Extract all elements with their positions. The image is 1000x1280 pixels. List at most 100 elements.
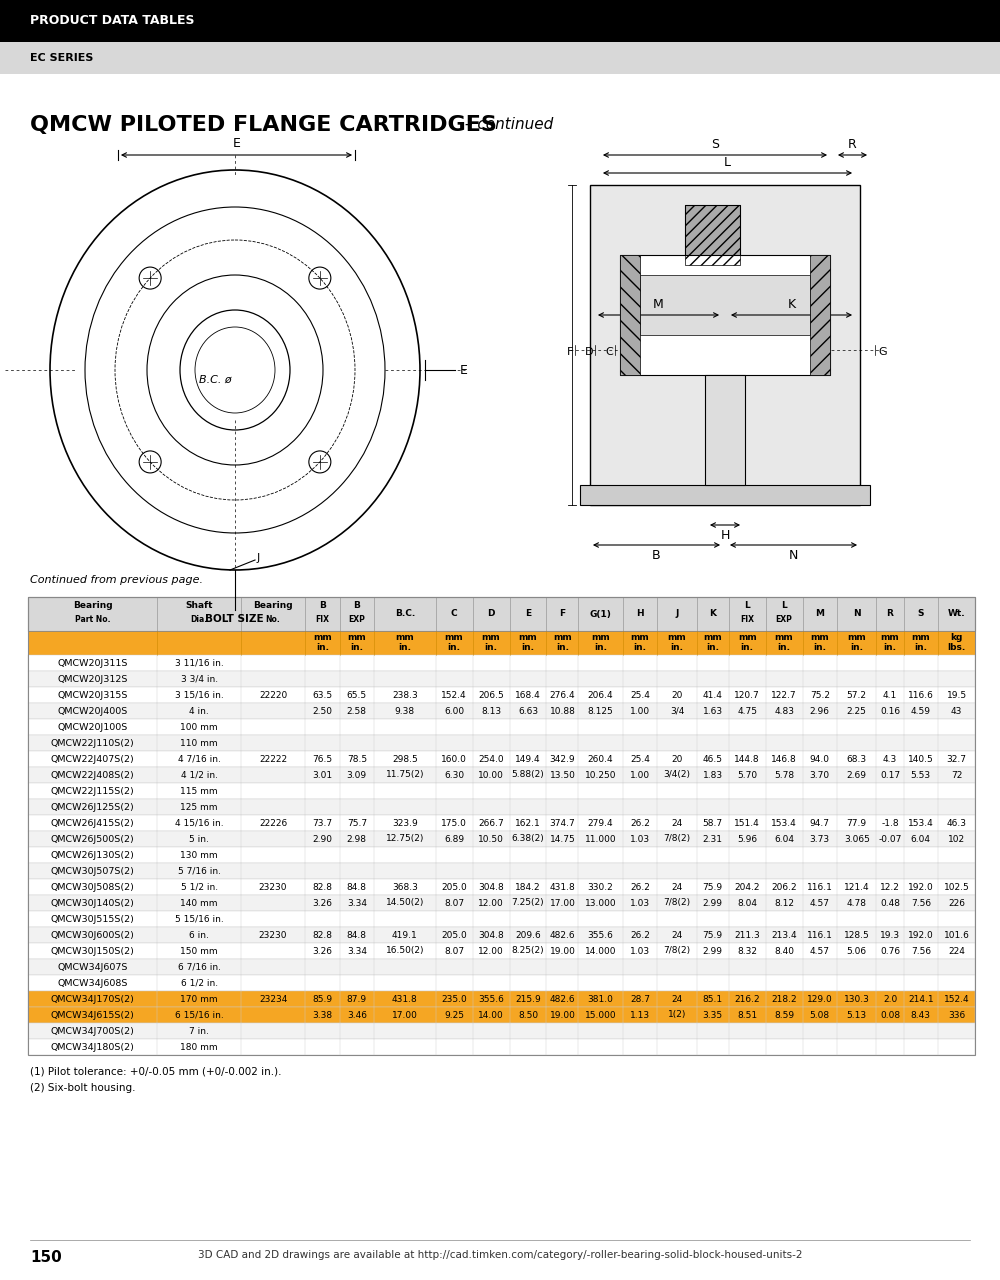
Text: 26.2: 26.2 xyxy=(630,931,650,940)
Text: 7.56: 7.56 xyxy=(911,946,931,955)
Text: F: F xyxy=(567,347,573,357)
Text: 3.73: 3.73 xyxy=(810,835,830,844)
Bar xyxy=(28,1007,975,1023)
Text: 25.4: 25.4 xyxy=(630,690,650,699)
Bar xyxy=(705,375,745,485)
Bar xyxy=(28,735,975,751)
Bar xyxy=(28,847,975,863)
Text: 3/4: 3/4 xyxy=(670,707,684,716)
Text: 355.6: 355.6 xyxy=(478,995,504,1004)
Text: 144.8: 144.8 xyxy=(734,754,760,763)
Text: mm: mm xyxy=(482,634,500,643)
Text: 260.4: 260.4 xyxy=(588,754,613,763)
Text: 151.4: 151.4 xyxy=(734,818,760,827)
Text: F: F xyxy=(559,609,566,618)
Text: 5.13: 5.13 xyxy=(847,1010,867,1019)
Bar xyxy=(28,783,975,799)
Text: 46.5: 46.5 xyxy=(703,754,723,763)
Text: 4 1/2 in.: 4 1/2 in. xyxy=(181,771,218,780)
Text: QMCW34J615S(2): QMCW34J615S(2) xyxy=(51,1010,135,1019)
Text: QMCW34J608S: QMCW34J608S xyxy=(57,978,128,987)
Text: 3.46: 3.46 xyxy=(347,1010,367,1019)
Text: 10.50: 10.50 xyxy=(478,835,504,844)
Bar xyxy=(28,895,975,911)
Text: 94.0: 94.0 xyxy=(810,754,830,763)
Text: B: B xyxy=(652,549,661,562)
Text: 6.04: 6.04 xyxy=(774,835,794,844)
Text: 32.7: 32.7 xyxy=(947,754,967,763)
Text: 75.9: 75.9 xyxy=(703,931,723,940)
Bar xyxy=(28,831,975,847)
Text: 8.59: 8.59 xyxy=(774,1010,794,1019)
Text: 1(2): 1(2) xyxy=(668,1010,686,1019)
Text: -0.07: -0.07 xyxy=(878,835,902,844)
Text: mm: mm xyxy=(631,634,649,643)
Text: 149.4: 149.4 xyxy=(515,754,541,763)
Text: 19.00: 19.00 xyxy=(550,946,575,955)
Text: 5.88(2): 5.88(2) xyxy=(512,771,544,780)
Text: 28.7: 28.7 xyxy=(630,995,650,1004)
Bar xyxy=(28,815,975,831)
Text: Shaft: Shaft xyxy=(185,602,213,611)
Text: in.: in. xyxy=(521,644,534,653)
Text: in.: in. xyxy=(398,644,411,653)
Text: 4.57: 4.57 xyxy=(810,899,830,908)
Text: QMCW26J125S(2): QMCW26J125S(2) xyxy=(51,803,135,812)
Text: 4.1: 4.1 xyxy=(883,690,897,699)
Text: 0.08: 0.08 xyxy=(880,1010,900,1019)
Bar xyxy=(28,631,975,655)
Text: 3.70: 3.70 xyxy=(810,771,830,780)
Text: 4.75: 4.75 xyxy=(737,707,757,716)
Text: 3.26: 3.26 xyxy=(312,946,332,955)
Text: QMCW30J140S(2): QMCW30J140S(2) xyxy=(51,899,135,908)
Text: 3.01: 3.01 xyxy=(312,771,332,780)
Text: 11.000: 11.000 xyxy=(585,835,616,844)
Text: in.: in. xyxy=(778,644,791,653)
Bar xyxy=(28,1023,975,1039)
Text: H: H xyxy=(720,529,730,541)
Text: in.: in. xyxy=(316,644,329,653)
Text: 2.69: 2.69 xyxy=(847,771,867,780)
Text: N: N xyxy=(853,609,861,618)
Bar xyxy=(28,671,975,687)
Bar xyxy=(620,255,830,375)
Text: E: E xyxy=(525,609,531,618)
Text: 381.0: 381.0 xyxy=(588,995,614,1004)
Text: -1.8: -1.8 xyxy=(881,818,899,827)
Text: 22222: 22222 xyxy=(259,754,287,763)
Text: 13.000: 13.000 xyxy=(585,899,616,908)
Text: K: K xyxy=(709,609,716,618)
Text: QMCW34J170S(2): QMCW34J170S(2) xyxy=(51,995,135,1004)
Text: 304.8: 304.8 xyxy=(478,931,504,940)
Text: 19.5: 19.5 xyxy=(946,690,967,699)
Text: 6.38(2): 6.38(2) xyxy=(512,835,544,844)
Text: 77.9: 77.9 xyxy=(847,818,867,827)
Text: 1.03: 1.03 xyxy=(630,835,650,844)
Text: 5.78: 5.78 xyxy=(774,771,794,780)
Text: mm: mm xyxy=(553,634,572,643)
Text: 206.2: 206.2 xyxy=(771,882,797,891)
Text: 85.9: 85.9 xyxy=(312,995,332,1004)
Text: 9.25: 9.25 xyxy=(444,1010,464,1019)
Text: 3.34: 3.34 xyxy=(347,899,367,908)
Text: 6 7/16 in.: 6 7/16 in. xyxy=(178,963,221,972)
Text: QMCW20J100S: QMCW20J100S xyxy=(58,722,128,731)
Text: 355.6: 355.6 xyxy=(588,931,614,940)
Text: E: E xyxy=(460,364,468,376)
Text: 153.4: 153.4 xyxy=(771,818,797,827)
Text: 3.35: 3.35 xyxy=(703,1010,723,1019)
Text: 192.0: 192.0 xyxy=(908,931,934,940)
Text: QMCW22J115S(2): QMCW22J115S(2) xyxy=(51,786,135,795)
Bar xyxy=(28,596,975,1055)
Text: QMCW30J515S(2): QMCW30J515S(2) xyxy=(51,914,135,923)
Text: 125 mm: 125 mm xyxy=(180,803,218,812)
Text: 2.50: 2.50 xyxy=(312,707,332,716)
Text: mm: mm xyxy=(313,634,332,643)
Text: 5 1/2 in.: 5 1/2 in. xyxy=(181,882,218,891)
Text: 336: 336 xyxy=(948,1010,965,1019)
Text: 3.09: 3.09 xyxy=(347,771,367,780)
Text: G(1): G(1) xyxy=(590,609,612,618)
Text: QMCW22J408S(2): QMCW22J408S(2) xyxy=(51,771,135,780)
Bar xyxy=(28,927,975,943)
Text: EXP: EXP xyxy=(776,614,793,623)
